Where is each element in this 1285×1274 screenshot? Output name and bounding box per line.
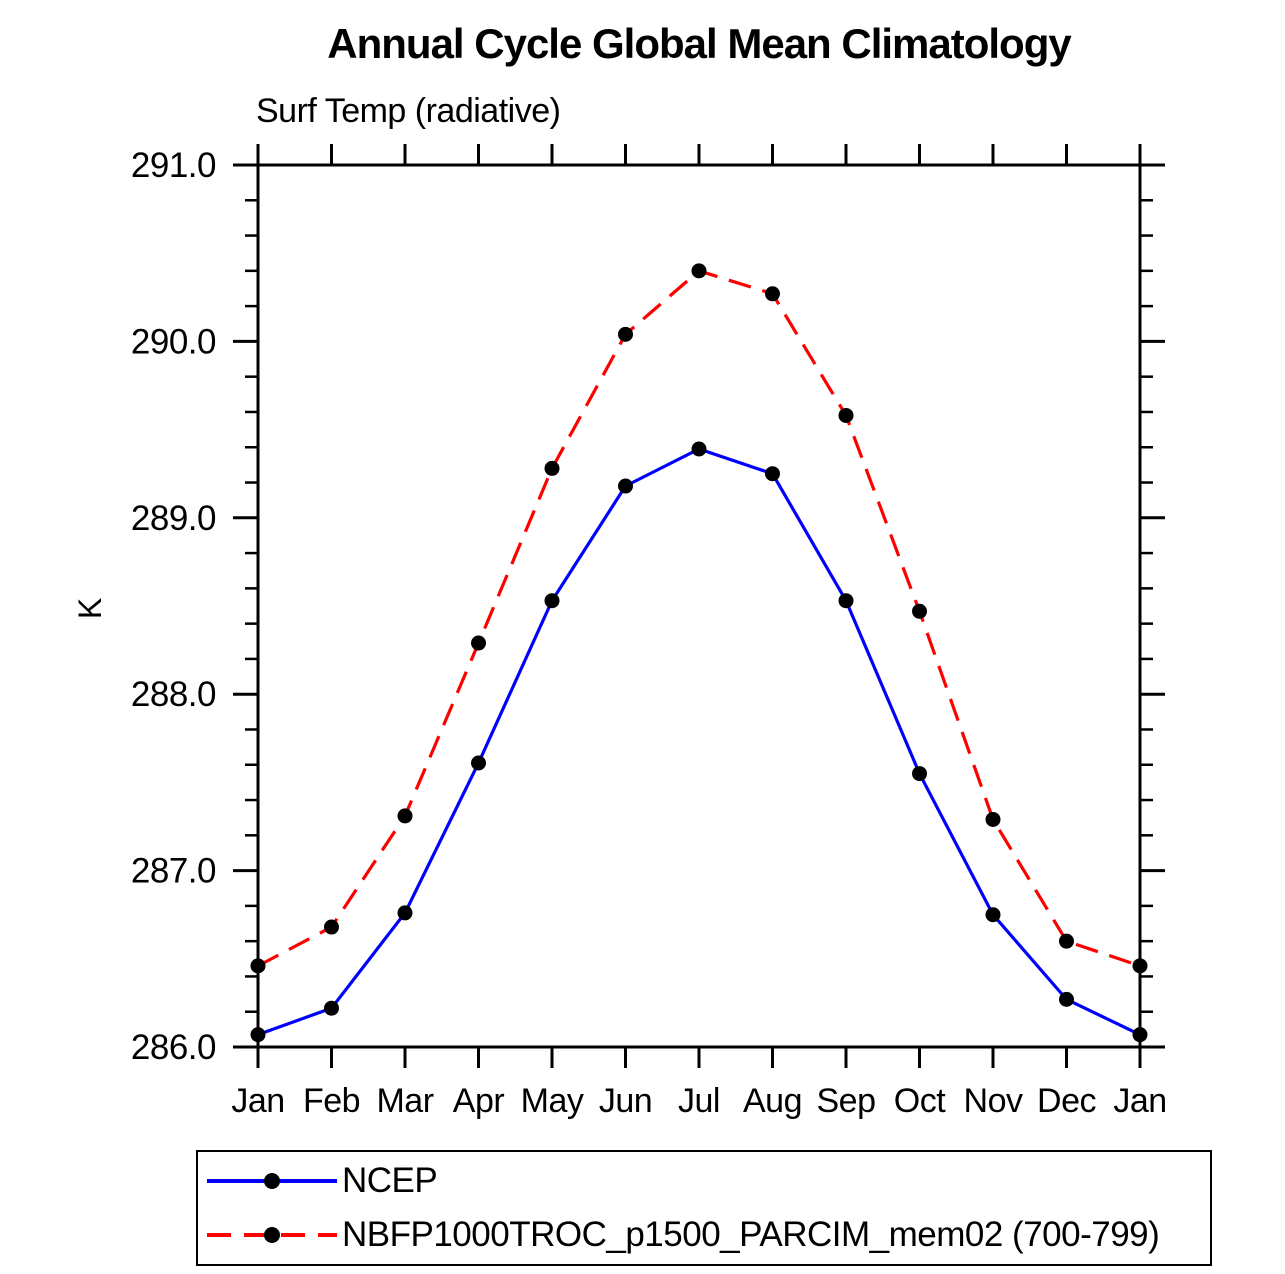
legend-item-nbfp1000troc: NBFP1000TROC_p1500_PARCIM_mem02 (700-799…	[204, 1210, 1210, 1260]
legend-marker-icon	[264, 1173, 280, 1189]
data-point-series-1	[765, 286, 780, 302]
x-tick-label: Apr	[453, 1082, 505, 1120]
data-point-series-0	[1059, 991, 1074, 1007]
legend-marker-icon	[264, 1227, 280, 1243]
data-point-series-1	[471, 635, 486, 651]
x-tick-label: Aug	[743, 1082, 802, 1120]
x-tick-label: Nov	[964, 1082, 1023, 1120]
x-tick-label: Mar	[376, 1082, 433, 1120]
data-point-series-0	[471, 755, 486, 771]
legend-item-ncep: NCEP	[204, 1156, 1210, 1206]
legend-label-nbfp1000troc: NBFP1000TROC_p1500_PARCIM_mem02 (700-799…	[342, 1215, 1160, 1254]
data-point-series-0	[250, 1027, 266, 1043]
data-point-series-1	[912, 603, 927, 619]
plot-frame	[256, 163, 1142, 1049]
data-point-series-0	[397, 905, 413, 921]
data-point-series-1	[1059, 933, 1074, 949]
x-tick-label: Feb	[303, 1082, 360, 1120]
y-tick-label: 287.0	[131, 852, 216, 891]
chart-title: Annual Cycle Global Mean Climatology	[327, 20, 1071, 67]
data-point-series-1	[691, 263, 707, 279]
data-point-series-0	[544, 593, 560, 609]
y-tick-label: 289.0	[131, 499, 216, 538]
x-tick-label: Jun	[599, 1082, 652, 1120]
legend-line-sample-ncep	[207, 1173, 337, 1189]
data-point-series-1	[618, 326, 633, 342]
data-point-series-1	[324, 919, 339, 935]
data-point-series-1	[250, 958, 266, 974]
x-tick-label: Sep	[817, 1082, 876, 1120]
series-line-0	[257, 447, 1141, 1037]
x-tick-label: Dec	[1037, 1082, 1096, 1120]
data-point-series-0	[912, 766, 927, 782]
data-point-series-0	[618, 478, 633, 494]
y-tick-label: 286.0	[131, 1028, 216, 1067]
y-tick-label: 290.0	[131, 322, 216, 361]
x-tick-label: Jul	[678, 1082, 720, 1120]
chart-subtitle: Surf Temp (radiative)	[256, 92, 561, 130]
x-tick-label: Oct	[894, 1082, 946, 1120]
legend-line-sample-nbfp1000troc	[207, 1227, 337, 1243]
data-point-series-0	[691, 441, 707, 457]
series-line-1	[257, 269, 1141, 968]
y-tick-label: 291.0	[131, 146, 216, 185]
data-point-series-1	[1132, 958, 1148, 974]
data-point-series-0	[838, 593, 854, 609]
data-point-series-0	[324, 1000, 339, 1016]
legend: NCEP NBFP1000TROC_p1500_PARCIM_mem02 (70…	[196, 1150, 1212, 1266]
legend-label-ncep: NCEP	[342, 1161, 438, 1200]
x-tick-label: May	[521, 1082, 584, 1120]
data-point-series-1	[985, 811, 1001, 827]
x-tick-label: Jan	[1113, 1082, 1166, 1120]
data-point-series-1	[544, 460, 560, 476]
data-point-series-1	[838, 407, 854, 423]
y-tick-label: 288.0	[131, 675, 216, 714]
data-point-series-0	[985, 907, 1001, 923]
data-point-series-0	[765, 466, 780, 482]
data-point-series-0	[1132, 1027, 1148, 1043]
data-point-series-1	[397, 808, 413, 824]
x-tick-label: Jan	[231, 1082, 284, 1120]
